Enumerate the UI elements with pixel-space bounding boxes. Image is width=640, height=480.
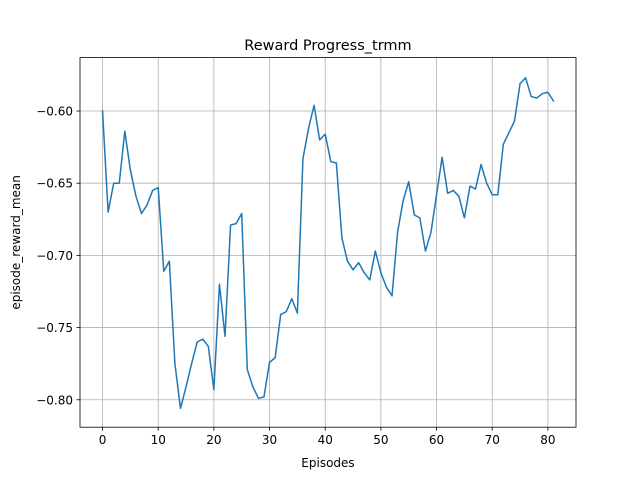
plot-frame (79, 57, 577, 428)
chart-title: Reward Progress_trmm (244, 38, 411, 54)
x-tick-label: 10 (151, 433, 166, 447)
y-tick-label: −0.60 (36, 105, 73, 119)
x-tick-label: 50 (373, 433, 388, 447)
y-axis-label: episode_reward_mean (9, 175, 23, 310)
x-tick-label: 80 (540, 433, 555, 447)
y-tick-label: −0.80 (36, 393, 73, 407)
x-tick-label: 40 (318, 433, 333, 447)
x-tick-label: 70 (485, 433, 500, 447)
x-axis-label: Episodes (301, 456, 354, 470)
y-tick-label: −0.65 (36, 177, 73, 191)
y-tick-label: −0.70 (36, 249, 73, 263)
series-layer (101, 77, 555, 410)
x-tick-label: 30 (262, 433, 277, 447)
x-tick-label: 0 (99, 433, 107, 447)
y-tick-label: −0.75 (36, 321, 73, 335)
x-tick-label: 60 (429, 433, 444, 447)
ticks: 0 10 20 30 40 50 60 70 80 −0.80 −0.75 −0.70 −0.65 −0.… (36, 105, 555, 448)
x-tick-label: 20 (206, 433, 221, 447)
series-line (101, 77, 555, 410)
